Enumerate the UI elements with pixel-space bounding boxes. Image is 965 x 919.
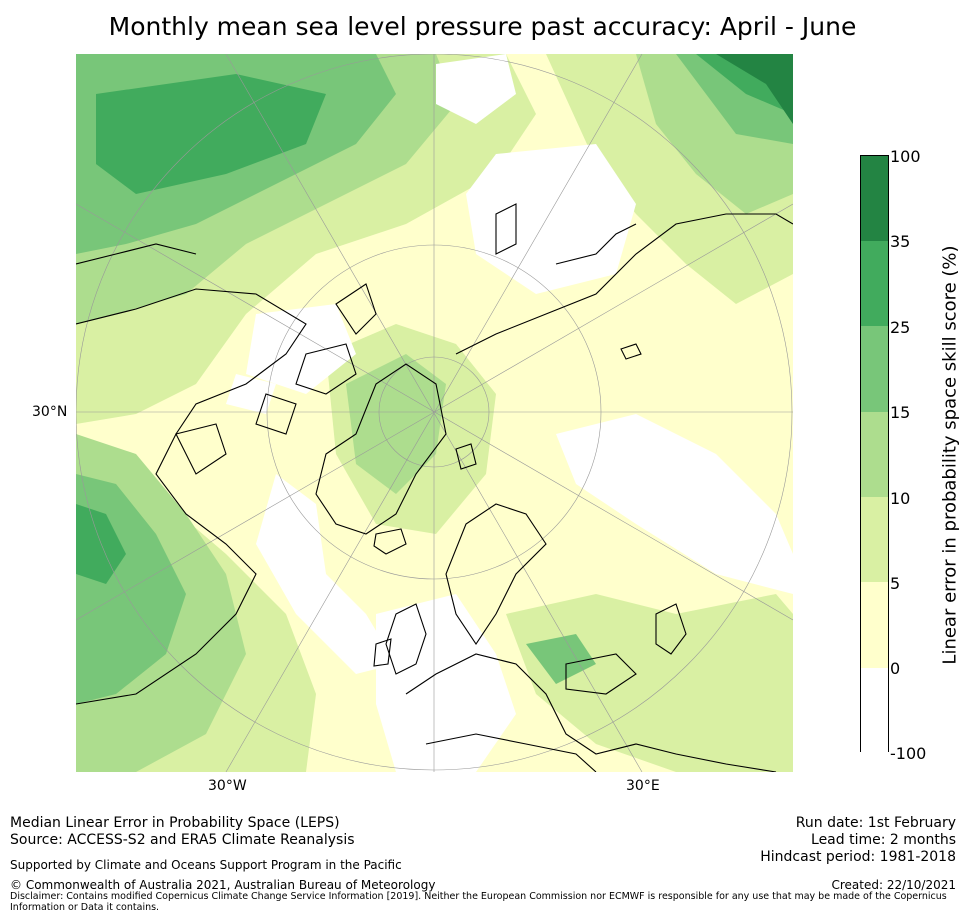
colorbar-tick: 25 <box>890 318 911 337</box>
skill-35-100-areas <box>716 54 793 124</box>
lead-time: Lead time: 2 months <box>811 832 956 848</box>
lon-label-30e: 30°E <box>626 778 660 794</box>
colorbar-tick: -100 <box>890 744 927 763</box>
no-skill-areas <box>226 54 793 772</box>
colorbar-tick: 35 <box>890 232 911 251</box>
chart-title: Monthly mean sea level pressure past acc… <box>108 12 857 41</box>
run-date: Run date: 1st February <box>795 815 956 831</box>
colorbar-segment-5-10 <box>861 497 888 582</box>
colorbar-tick: 0 <box>890 659 901 678</box>
colorbar-segment-15-25 <box>861 326 888 412</box>
lon-label-30w: 30°W <box>208 778 247 794</box>
colorbar <box>860 155 889 753</box>
map-canvas <box>76 54 793 772</box>
graticule <box>76 54 793 772</box>
colorbar-tick: 15 <box>890 403 911 422</box>
colorbar-label: Linear error in probability space skill … <box>939 245 961 665</box>
hindcast-period: Hindcast period: 1981-2018 <box>760 849 956 865</box>
lat-label-30n: 30°N <box>32 404 68 420</box>
colorbar-segment-25-35 <box>861 241 888 326</box>
colorbar-segment-neg100-0 <box>861 668 888 753</box>
footer-disclaimer: Disclaimer: Contains modified Copernicus… <box>10 891 947 913</box>
created-date: Created: 22/10/2021 <box>831 878 956 892</box>
colorbar-tick: 10 <box>890 489 911 508</box>
colorbar-tick: 100 <box>890 147 921 166</box>
footer-source: Source: ACCESS-S2 and ERA5 Climate Reana… <box>10 832 355 848</box>
polar-map[interactable] <box>76 54 793 772</box>
footer-supported: Supported by Climate and Oceans Support … <box>10 858 402 872</box>
footer-copyright: © Commonwealth of Australia 2021, Austra… <box>10 878 436 892</box>
coastlines <box>76 203 793 772</box>
colorbar-segment-0-5 <box>861 582 888 668</box>
colorbar-tick: 5 <box>890 574 901 593</box>
colorbar-segment-10-15 <box>861 412 888 497</box>
footer-leps: Median Linear Error in Probability Space… <box>10 815 340 831</box>
colorbar-segment-35-100 <box>861 156 888 241</box>
